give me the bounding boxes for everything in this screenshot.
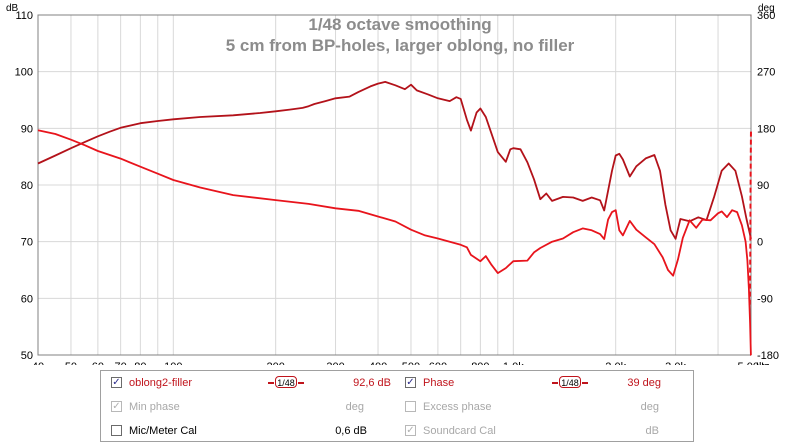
excess-phase-checkbox[interactable] — [405, 401, 416, 412]
excess-phase-name: Excess phase — [423, 401, 492, 413]
mic-cal-name: Mic/Meter Cal — [129, 425, 197, 437]
x-tick-label: 100 — [164, 361, 182, 365]
x-tick-label: 5,00k — [738, 361, 765, 365]
x-tick-label: 50 — [65, 361, 77, 365]
legend-row-phase: ✓ Phase 1/48 39 deg — [405, 374, 661, 392]
y-tick-label: 110 — [15, 10, 33, 22]
x-tick-label: 300 — [326, 361, 344, 365]
y-ticks: 50 60 70 80 90 100 110 — [15, 10, 33, 362]
legend-row-mic-cal: Mic/Meter Cal 0,6 dB — [111, 422, 367, 440]
y2-tick-label: 180 — [757, 123, 775, 135]
legend-panel: ✓ oblong2-filler 1/48 92,6 dB ✓ Phase 1/… — [100, 370, 694, 442]
spl-series-name[interactable]: oblong2-filler — [129, 377, 192, 389]
x-tick-label: 3,0k — [665, 361, 686, 365]
phase-series-line — [37, 129, 752, 356]
y-axis-label: dB — [6, 3, 19, 14]
phase-value: 39 deg — [627, 377, 661, 389]
chart-title: 1/48 octave smoothing — [308, 15, 491, 34]
series — [37, 81, 752, 356]
y2-tick-label: 360 — [757, 10, 775, 22]
excess-phase-value: deg — [640, 401, 659, 413]
soundcard-cal-checkbox[interactable]: ✓ — [405, 425, 416, 436]
y-tick-label: 50 — [21, 350, 33, 362]
phase-wrap-dashed-line — [748, 129, 752, 305]
mic-cal-value: 0,6 dB — [335, 425, 367, 437]
x-tick-label: 500 — [402, 361, 420, 365]
spl-checkbox[interactable]: ✓ — [111, 377, 122, 388]
phase-smoothing-badge[interactable]: 1/48 — [552, 376, 588, 388]
y2-tick-label: 270 — [757, 67, 775, 79]
y2-tick-label: -90 — [757, 293, 773, 305]
y2-tick-label: 90 — [757, 180, 769, 192]
y-tick-label: 100 — [15, 67, 33, 79]
grid — [38, 15, 751, 355]
x-tick-label: 400 — [369, 361, 387, 365]
y-tick-label: 60 — [21, 293, 33, 305]
legend-row-soundcard-cal: ✓ Soundcard Cal dB — [405, 422, 659, 440]
legend-row-excess-phase: Excess phase deg — [405, 398, 659, 416]
x-tick-label: 80 — [134, 361, 146, 365]
x-tick-label: 40 — [32, 361, 44, 365]
x-tick-label: 60 — [92, 361, 104, 365]
y-tick-label: 80 — [21, 180, 33, 192]
y2-tick-label: 0 — [757, 237, 763, 249]
min-phase-name: Min phase — [129, 401, 180, 413]
soundcard-cal-name: Soundcard Cal — [423, 425, 496, 437]
chart-subtitle: 5 cm from BP-holes, larger oblong, no fi… — [226, 36, 575, 55]
x-tick-label: 600 — [429, 361, 447, 365]
x-tick-label: 2,0k — [605, 361, 626, 365]
plot-frame — [37, 14, 752, 356]
soundcard-cal-value: dB — [645, 425, 659, 437]
phase-checkbox[interactable]: ✓ — [405, 377, 416, 388]
min-phase-value: deg — [345, 401, 364, 413]
y-tick-label: 90 — [21, 123, 33, 135]
y2-axis-label: deg — [758, 3, 775, 14]
mic-cal-checkbox[interactable] — [111, 425, 122, 436]
x-ticks: 40 50 60 70 80 100 200 300 400 500 600 800 1,0k 2,0k 3… — [32, 361, 765, 365]
legend-row-spl: ✓ oblong2-filler 1/48 92,6 dB — [111, 374, 391, 392]
y-tick-label: 70 — [21, 237, 33, 249]
y2-ticks: -180 -90 0 90 180 270 360 — [757, 10, 779, 362]
phase-series-name[interactable]: Phase — [423, 377, 455, 389]
x-tick-label: 200 — [266, 361, 284, 365]
y2-tick-label: -180 — [757, 350, 779, 362]
min-phase-checkbox[interactable]: ✓ — [111, 401, 122, 412]
x-tick-label: 1,0k — [503, 361, 524, 365]
spl-value: 92,6 dB — [353, 377, 391, 389]
spl-smoothing-badge[interactable]: 1/48 — [268, 376, 304, 388]
x-tick-label: 70 — [115, 361, 127, 365]
x-axis-unit: Hz — [756, 361, 769, 365]
spl-series-line — [37, 81, 752, 240]
frequency-response-chart: dB deg 1/48 octave smoothing 5 cm from B… — [6, 3, 779, 365]
x-tick-label: 800 — [471, 361, 489, 365]
legend-row-min-phase: ✓ Min phase deg — [111, 398, 364, 416]
